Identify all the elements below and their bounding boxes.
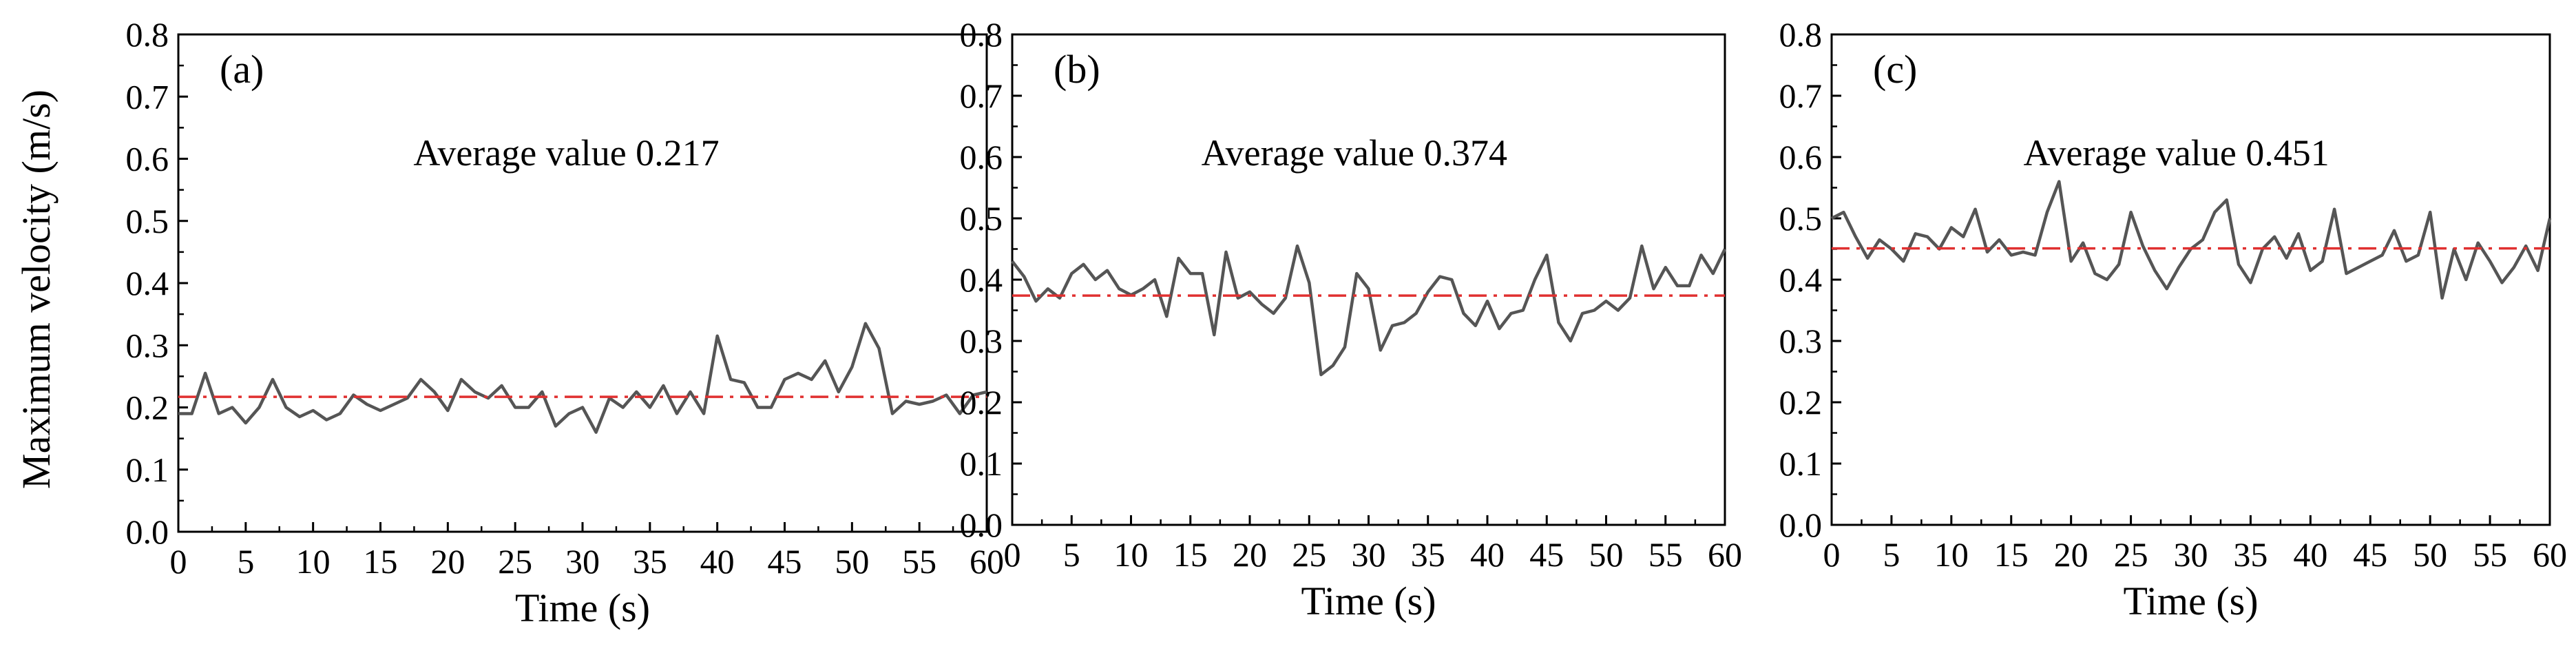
y-tick-label: 0.6	[960, 138, 1003, 176]
chart-panel-b: 0 5 10 15 20 25 30 35 40 45 50 55 600.00.10.20.30.40…	[960, 15, 1743, 623]
y-tick-label: 0.6	[126, 140, 169, 178]
x-tick-label: 35	[1411, 535, 1445, 574]
y-tick-label: 0.7	[1779, 76, 1823, 115]
x-tick-label: 15	[1173, 535, 1208, 574]
x-tick-label: 5	[1063, 535, 1080, 574]
y-tick-label: 0.0	[960, 506, 1003, 544]
y-tick-label: 0.7	[126, 77, 169, 116]
x-tick-label: 40	[700, 542, 735, 581]
x-tick-label: 10	[1934, 535, 1969, 574]
panel-label-c: (c)	[1873, 47, 1917, 92]
panel-label-a: (a)	[220, 47, 264, 92]
x-tick-label: 35	[2233, 535, 2268, 574]
plot-frame	[1011, 33, 1726, 526]
y-tick-label: 0.8	[126, 15, 169, 54]
y-tick-label: 0.3	[960, 322, 1003, 360]
y-tick-label: 0.2	[960, 383, 1003, 422]
velocity-series-line	[1830, 180, 2552, 300]
x-tick-label: 25	[1292, 535, 1326, 574]
y-tick-label: 0.0	[126, 512, 169, 551]
x-tick-label: 45	[1529, 535, 1564, 574]
x-tick-label: 60	[2533, 535, 2567, 574]
x-tick-label: 20	[2054, 535, 2088, 574]
x-tick-label: 55	[2473, 535, 2507, 574]
y-tick-label: 0.1	[960, 444, 1003, 483]
y-tick-label: 0.4	[960, 260, 1003, 299]
x-tick-label: 35	[633, 542, 667, 581]
x-axis-title: Time (s)	[2123, 579, 2258, 623]
y-tick-label: 0.5	[1779, 199, 1823, 238]
y-tick-label: 0.3	[126, 326, 169, 364]
y-tick-label: 0.8	[960, 15, 1003, 54]
x-tick-label: 25	[2114, 535, 2148, 574]
y-tick-label: 0.1	[1779, 444, 1823, 483]
y-tick-label: 0.5	[126, 202, 169, 240]
average-annotation: Average value 0.451	[2023, 132, 2329, 174]
shared-y-axis-label: Maximum velocity (m/s)	[14, 90, 59, 489]
x-tick-label: 25	[498, 542, 532, 581]
x-tick-label: 0	[1004, 535, 1021, 574]
x-tick-label: 50	[835, 542, 869, 581]
y-tick-label: 0.1	[126, 450, 169, 489]
x-tick-label: 10	[1114, 535, 1149, 574]
average-annotation: Average value 0.374	[1202, 132, 1507, 174]
x-axis-title: Time (s)	[515, 585, 650, 630]
y-tick-label: 0.5	[960, 199, 1003, 238]
x-tick-label: 60	[970, 542, 1004, 581]
x-tick-label: 45	[768, 542, 802, 581]
y-tick-label: 0.6	[1779, 138, 1823, 176]
x-tick-label: 50	[2413, 535, 2447, 574]
y-tick-label: 0.0	[1779, 506, 1823, 544]
x-tick-label: 30	[1352, 535, 1386, 574]
y-tick-label: 0.2	[1779, 383, 1823, 422]
x-tick-label: 5	[1883, 535, 1900, 574]
x-axis-title: Time (s)	[1301, 579, 1436, 623]
velocity-series-line	[178, 322, 987, 434]
x-tick-label: 0	[1823, 535, 1841, 574]
panel-label-b: (b)	[1054, 47, 1100, 92]
x-tick-label: 20	[1233, 535, 1267, 574]
x-tick-label: 20	[430, 542, 465, 581]
velocity-series-line	[1011, 244, 1727, 377]
x-tick-label: 0	[170, 542, 187, 581]
chart-panel-c: 0 5 10 15 20 25 30 35 40 45 50 55 60 0.0 0.1 0.2 0.3 0.4 0…	[1779, 15, 2568, 623]
x-tick-label: 50	[1589, 535, 1624, 574]
x-tick-label: 30	[2174, 535, 2208, 574]
y-tick-label: 0.2	[126, 388, 169, 427]
y-tick-label: 0.4	[126, 264, 169, 302]
x-tick-label: 40	[1470, 535, 1505, 574]
plot-frame	[177, 33, 988, 533]
x-tick-label: 40	[2293, 535, 2327, 574]
average-annotation: Average value 0.217	[413, 132, 719, 174]
y-tick-label: 0.4	[1779, 260, 1823, 299]
x-tick-label: 55	[902, 542, 936, 581]
x-tick-label: 15	[1994, 535, 2029, 574]
y-tick-label: 0.7	[960, 76, 1003, 115]
x-tick-label: 60	[1708, 535, 1742, 574]
x-tick-label: 55	[1648, 535, 1683, 574]
x-tick-label: 5	[237, 542, 254, 581]
y-tick-label: 0.8	[1779, 15, 1823, 54]
chart-panel-a: 0 5 10 15 20 25 30 35 40 45 50 55 600.00.10.20.30.40…	[126, 15, 1005, 630]
x-tick-label: 45	[2353, 535, 2387, 574]
plot-frame	[1830, 33, 2551, 526]
x-tick-label: 15	[364, 542, 398, 581]
x-tick-label: 30	[565, 542, 600, 581]
x-tick-label: 10	[296, 542, 331, 581]
y-tick-label: 0.3	[1779, 322, 1823, 360]
